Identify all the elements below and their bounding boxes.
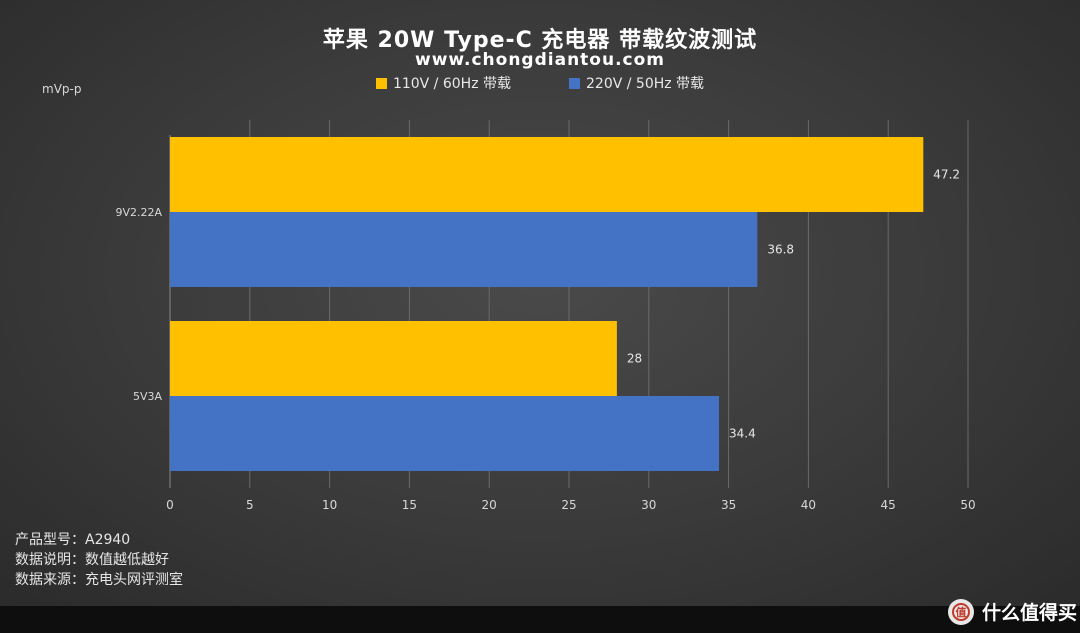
y-category-label: 9V2.22A: [115, 206, 162, 219]
chart-title: 苹果 20W Type-C 充电器 带载纹波测试: [322, 28, 758, 53]
chart-background: [0, 0, 1080, 606]
x-tick-label: 25: [561, 498, 576, 512]
legend-label-110v: 110V / 60Hz 带载: [392, 76, 511, 92]
x-tick-label: 45: [881, 498, 896, 512]
watermark-text: 什么值得买: [982, 602, 1078, 624]
zhi-logo-icon: 值: [948, 598, 974, 625]
x-tick-label: 15: [402, 498, 417, 512]
legend: 110V / 60Hz 带载 220V / 50Hz 带载: [0, 73, 1080, 93]
note-source: 数据来源：充电头网评测室: [15, 572, 183, 588]
y-unit-label: mVp-p: [42, 82, 82, 96]
data-label: 36.8: [767, 243, 794, 257]
chart-subtitle: www.chongdiantou.com: [414, 50, 666, 70]
bar: [170, 396, 720, 471]
legend-swatch-220v: [569, 77, 580, 89]
x-tick-label: 30: [641, 498, 656, 512]
legend-item-220v: 220V / 50Hz 带载: [569, 73, 704, 93]
bottom-strip: [0, 606, 1080, 633]
bar: [170, 137, 924, 212]
bar: [170, 212, 758, 287]
legend-swatch-110v: [375, 77, 387, 89]
data-label: 34.4: [729, 427, 756, 441]
x-tick-label: 20: [482, 498, 497, 512]
data-label: 47.2: [933, 168, 960, 182]
x-tick-label: 35: [721, 498, 736, 512]
svg-text:值: 值: [956, 605, 967, 619]
note-explain: 数据说明：数值越低越好: [15, 552, 169, 568]
x-tick-label: 10: [322, 498, 337, 512]
x-tick-label: 5: [246, 498, 254, 512]
x-tick-label: 40: [801, 498, 816, 512]
data-label: 28: [627, 352, 642, 366]
x-tick-label: 0: [166, 498, 174, 512]
legend-label-220v: 220V / 50Hz 带载: [586, 76, 705, 92]
note-product: 产品型号：A2940: [15, 532, 131, 548]
bar: [170, 321, 617, 396]
watermark-logo: 值 什么值得买: [948, 598, 1077, 625]
y-category-label: 5V3A: [133, 390, 163, 403]
notes-block: 产品型号：A2940 数据说明：数值越低越好 数据来源：充电头网评测室: [15, 530, 183, 590]
x-tick-label: 50: [960, 498, 975, 512]
legend-item-110v: 110V / 60Hz 带载: [375, 73, 511, 93]
